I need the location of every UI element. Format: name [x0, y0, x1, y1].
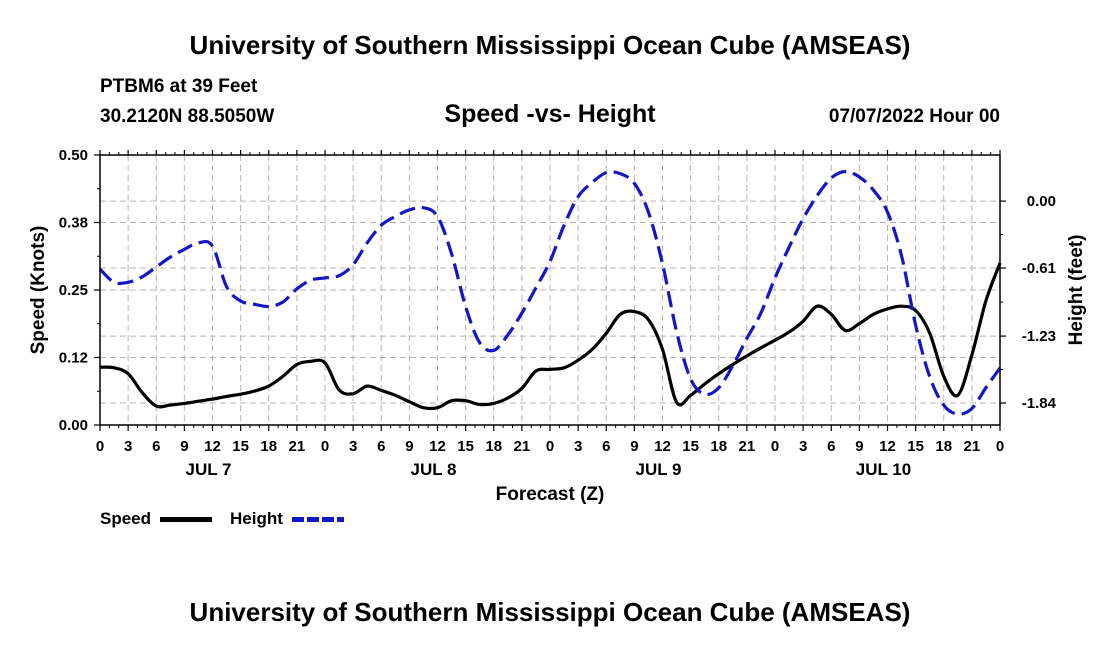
- y2-axis-title: Height (feet): [1066, 235, 1087, 346]
- y2-tick-label: -1.84: [1022, 395, 1057, 412]
- x-tick-label: 9: [630, 438, 638, 455]
- x-tick-label: 18: [710, 438, 727, 455]
- x-tick-label: 0: [96, 438, 104, 455]
- x-tick-label: 3: [574, 438, 582, 455]
- station-coordinates: 30.2120N 88.5050W: [100, 106, 275, 127]
- grid: [100, 155, 1000, 425]
- x-tick-label: 0: [996, 438, 1004, 455]
- x-tick-label: 3: [124, 438, 132, 455]
- y-tick-label: 0.38: [59, 215, 88, 232]
- series-layer: [98, 169, 1002, 416]
- x-tick-label: 3: [349, 438, 357, 455]
- x-tick-label: 0: [546, 438, 554, 455]
- x-tick-label: 9: [180, 438, 188, 455]
- y2-tick-label: -0.61: [1022, 260, 1056, 277]
- y-tick-label: 0.00: [59, 417, 88, 434]
- legend-height-swatch: [292, 517, 344, 522]
- x-tick-label: 15: [682, 438, 699, 455]
- x-tick-label: 12: [429, 438, 446, 455]
- legend-speed-label: Speed: [100, 509, 152, 528]
- chart-subtitle: Speed -vs- Height: [444, 100, 656, 128]
- day-label: JUL 8: [411, 460, 457, 479]
- x-tick-label: 0: [321, 438, 329, 455]
- x-tick-label: 18: [935, 438, 952, 455]
- x-tick-label: 6: [602, 438, 610, 455]
- x-tick-label: 12: [654, 438, 671, 455]
- station-label: PTBM6 at 39 Feet: [100, 76, 258, 97]
- x-tick-label: 9: [855, 438, 863, 455]
- legend-height-label: Height: [230, 509, 283, 528]
- footer-title: University of Southern Mississippi Ocean…: [189, 597, 911, 627]
- axes: 0 3 6 9 12 15 18 21 0 3 6 9 12 15 18 21 0 3 6 9 12 15 18 21 0 3 6 9…: [59, 147, 1057, 479]
- y-tick-label: 0.25: [59, 282, 88, 299]
- x-tick-label: 21: [514, 438, 531, 455]
- x-tick-label: 6: [152, 438, 160, 455]
- legend-speed-swatch: [160, 517, 212, 522]
- x-tick-label: 21: [964, 438, 981, 455]
- x-tick-label: 18: [485, 438, 502, 455]
- day-label: JUL 9: [636, 460, 682, 479]
- x-tick-label: 6: [827, 438, 835, 455]
- plot-frame: [99, 154, 1001, 426]
- x-tick-label: 15: [457, 438, 474, 455]
- x-tick-label: 9: [405, 438, 413, 455]
- x-tick-label: 3: [799, 438, 807, 455]
- x-tick-label: 6: [377, 438, 385, 455]
- speed-series-line: [99, 262, 1002, 411]
- speed-height-chart: 0 3 6 9 12 15 18 21 0 3 6 9 12 15 18 21 0 3 6 9 12 15 18 21 0 3 6 9…: [28, 147, 1087, 505]
- y2-tick-label: -1.23: [1022, 328, 1056, 345]
- y-axis-title: Speed (Knots): [28, 226, 49, 355]
- x-tick-label: 15: [232, 438, 249, 455]
- forecast-date: 07/07/2022 Hour 00: [828, 106, 1000, 127]
- x-axis-title: Forecast (Z): [496, 484, 605, 505]
- y2-tick-label: 0.00: [1027, 193, 1056, 210]
- day-label: JUL 10: [856, 460, 911, 479]
- day-label: JUL 7: [186, 460, 232, 479]
- x-tick-label: 21: [289, 438, 306, 455]
- y-tick-label: 0.12: [59, 350, 88, 367]
- x-tick-label: 21: [739, 438, 756, 455]
- x-tick-label: 12: [204, 438, 221, 455]
- x-tick-label: 15: [907, 438, 924, 455]
- x-tick-label: 18: [260, 438, 277, 455]
- y-tick-label: 0.50: [59, 147, 88, 164]
- x-tick-label: 0: [771, 438, 779, 455]
- x-tick-label: 12: [879, 438, 896, 455]
- chart-title: University of Southern Mississippi Ocean…: [189, 30, 911, 60]
